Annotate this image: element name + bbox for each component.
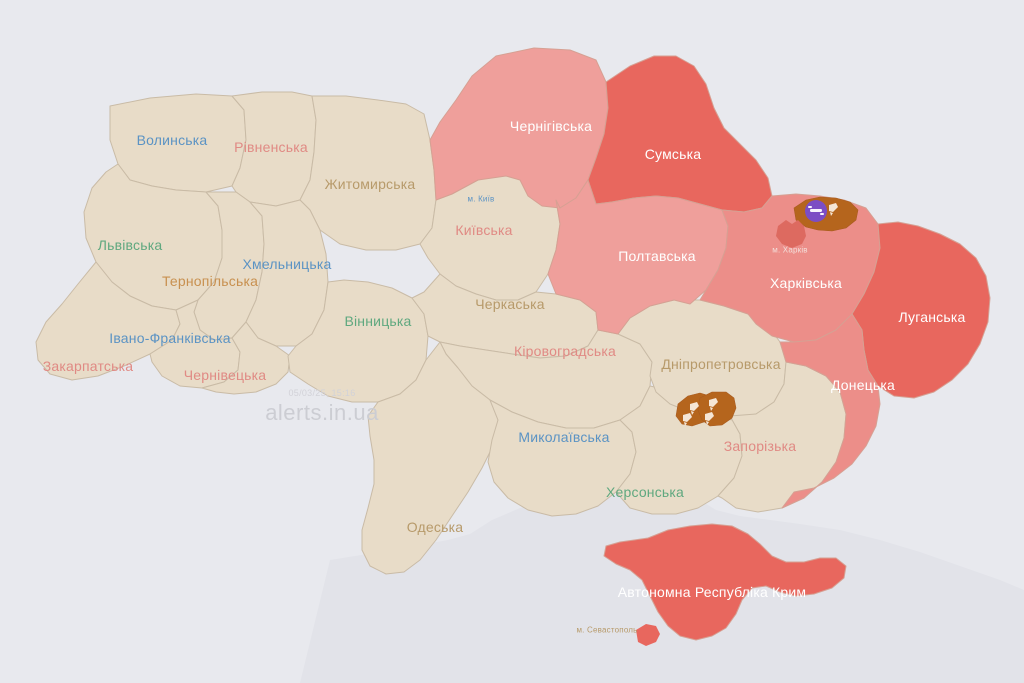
drone-glyph-icon [808,206,824,215]
region-donetsk[interactable] [779,313,881,509]
region-chernivtsi[interactable] [201,321,291,395]
city-sevastopol-shape[interactable] [636,624,660,646]
rocket-icon-dnipro-2[interactable] [683,413,692,426]
city-kharkiv-shape[interactable] [776,220,806,248]
rocket-icon-kharkiv[interactable] [829,203,838,216]
region-sumy[interactable] [587,55,773,213]
region-chernihiv[interactable] [429,47,609,209]
city-kyiv-shape[interactable] [466,182,500,220]
region-odesa[interactable] [361,341,499,575]
region-poltava[interactable] [547,179,729,335]
city-areas[interactable] [466,182,806,646]
region-crimea[interactable] [603,523,847,641]
region-volyn[interactable] [109,93,247,193]
rocket-icon-dnipro-4[interactable] [705,412,714,425]
region-rivne[interactable] [231,91,317,207]
region-vinnytsia[interactable] [287,279,429,403]
rocket-icon-dnipro-3[interactable] [709,398,718,411]
region-zakarpattia[interactable] [35,261,181,381]
region-luhansk[interactable] [851,221,991,399]
rocket-icon-dnipro-1[interactable] [690,402,699,415]
region-zhytomyr[interactable] [299,95,437,251]
regions-alert[interactable] [429,47,991,641]
regions-no-alert[interactable] [35,91,847,575]
incident-markers[interactable] [683,200,838,426]
